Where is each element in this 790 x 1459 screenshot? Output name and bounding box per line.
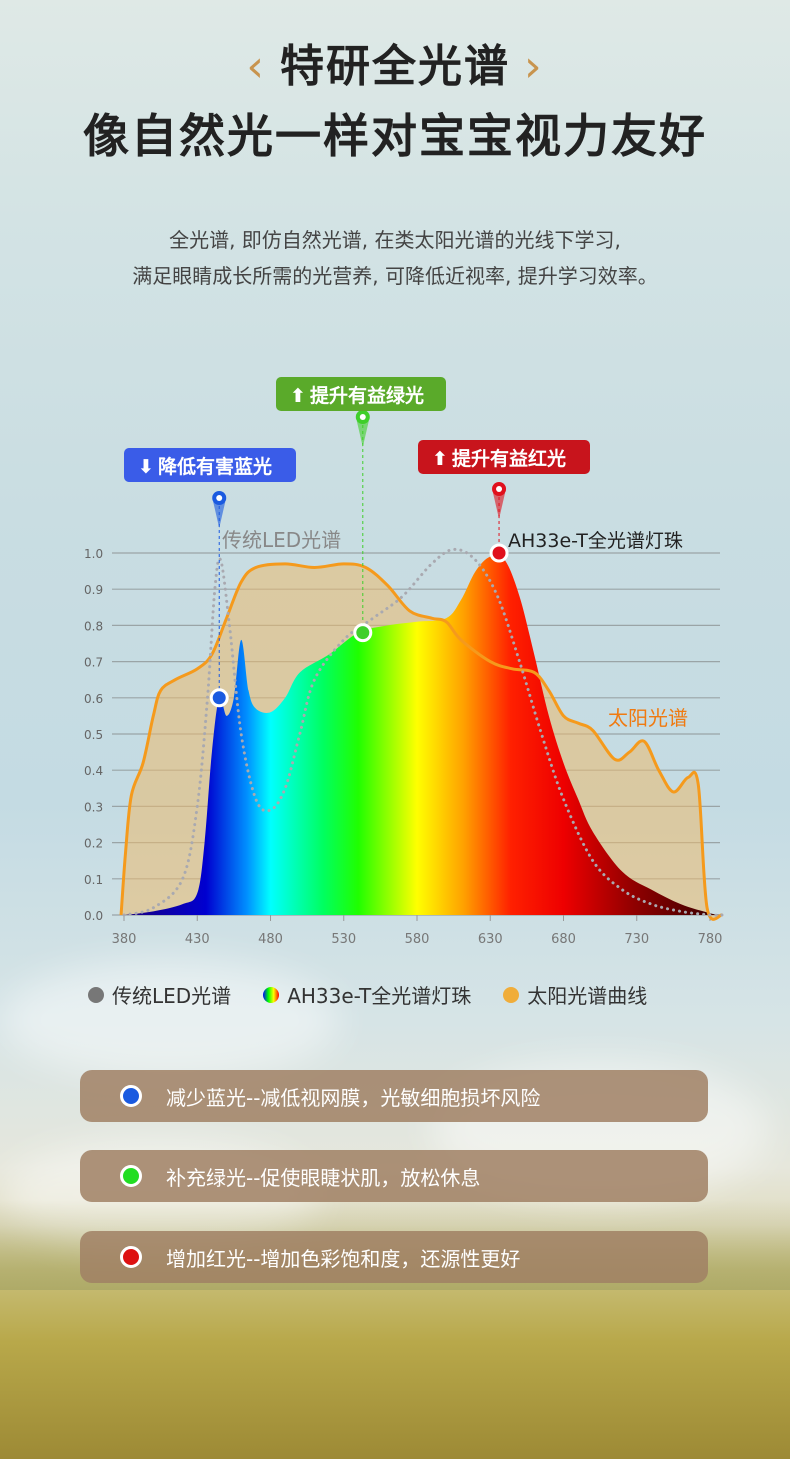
description-line: 满足眼睛成长所需的光营养, 可降低近视率, 提升学习效率。 [132, 264, 658, 288]
cloud [0, 960, 340, 1080]
y-tick-label: 0.4 [84, 764, 103, 778]
red-dot-icon [120, 1246, 142, 1268]
y-tick-label: 0.0 [84, 909, 103, 923]
callout-badge [418, 440, 590, 474]
map-pin-icon [496, 486, 503, 492]
arrow-up-icon: ⬆ [432, 448, 448, 470]
benefit-red: 增加红光--增加色彩饱和度，还源性更好 [80, 1231, 708, 1283]
page-subtitle: 像自然光一样对宝宝视力友好 [83, 109, 707, 163]
legend: 传统LED光谱 AH33e-T全光谱灯珠 太阳光谱曲线 [88, 980, 647, 1009]
sun-series-label: 太阳光谱 [608, 706, 688, 730]
title-text: 特研全光谱 [280, 41, 510, 92]
page-title: ‹ 特研全光谱 › [0, 30, 790, 94]
x-tick-label: 580 [405, 932, 430, 947]
spectrum-chart: 0.0 0.1 0.2 0.3 0.4 0.5 0.6 0.7 0.8 0.9 1.0 380 430 4… [84, 377, 724, 947]
legend-item-fullspectrum: AH33e-T全光谱灯珠 [263, 980, 471, 1009]
benefit-green: 补充绿光--促使眼睫状肌，放松休息 [80, 1150, 708, 1202]
data-point-marker [353, 623, 373, 643]
y-tick-label: 0.6 [84, 692, 103, 706]
y-tick-label: 0.2 [84, 837, 103, 851]
led-series-label: 传统LED光谱 [222, 528, 341, 552]
y-tick-label: 0.8 [84, 619, 103, 633]
chevron-right-icon: › [524, 41, 544, 92]
callout-label: 降低有害蓝光 [158, 455, 272, 478]
led-spectrum-line [122, 547, 724, 917]
x-tick-label: 480 [258, 932, 283, 947]
pin-tail-icon [356, 421, 369, 447]
x-tick-label: 430 [185, 932, 210, 947]
green-dot-icon [120, 1165, 142, 1187]
arrow-up-icon: ⬆ [290, 385, 306, 407]
data-point-marker [209, 688, 229, 708]
legend-dot-icon [263, 986, 280, 1003]
x-tick-label: 630 [478, 932, 503, 947]
y-tick-label: 0.5 [84, 728, 103, 742]
pin-tail-icon [213, 502, 226, 528]
legend-label: AH33e-T全光谱灯珠 [287, 984, 472, 1008]
fullspectrum-area [124, 555, 722, 915]
benefit-text: 减少蓝光--减低视网膜，光敏细胞损坏风险 [166, 1085, 541, 1110]
x-tick-label: 730 [624, 932, 649, 947]
benefit-blue: 减少蓝光--减低视网膜，光敏细胞损坏风险 [80, 1070, 708, 1122]
legend-item-sun: 太阳光谱曲线 [503, 980, 647, 1009]
map-pin-icon [359, 414, 366, 420]
x-tick-label: 680 [551, 932, 576, 947]
fullspectrum-series-label: AH33e-T全光谱灯珠 [508, 530, 683, 552]
data-point-marker [489, 543, 509, 563]
legend-dot-icon [88, 986, 104, 1003]
x-tick-label: 530 [331, 932, 356, 947]
benefit-text: 补充绿光--促使眼睫状肌，放松休息 [166, 1165, 481, 1190]
chevron-left-icon: ‹ [246, 41, 266, 92]
y-tick-label: 1.0 [84, 547, 103, 561]
description-line: 全光谱, 即仿自然光谱, 在类太阳光谱的光线下学习, [169, 228, 621, 252]
y-tick-label: 0.1 [84, 873, 103, 887]
description: 全光谱, 即仿自然光谱, 在类太阳光谱的光线下学习, 满足眼睛成长所需的光营养,… [0, 222, 790, 294]
x-tick-label: 380 [112, 932, 137, 947]
legend-label: 传统LED光谱 [112, 984, 232, 1008]
benefit-text: 增加红光--增加色彩饱和度，还源性更好 [166, 1246, 521, 1271]
y-tick-label: 0.7 [84, 656, 103, 670]
arrow-down-icon: ⬇ [138, 456, 154, 478]
map-pin-icon [216, 495, 223, 501]
blue-dot-icon [120, 1085, 142, 1107]
legend-dot-icon [503, 986, 520, 1003]
callout-label: 提升有益红光 [452, 447, 566, 470]
sun-spectrum-line [119, 562, 723, 921]
pin-tail-icon [493, 493, 506, 519]
legend-label: 太阳光谱曲线 [527, 984, 648, 1008]
callout-label: 提升有益绿光 [310, 384, 424, 407]
y-tick-label: 0.3 [84, 800, 103, 814]
y-tick-label: 0.9 [84, 583, 103, 597]
legend-item-led: 传统LED光谱 [88, 980, 231, 1009]
callout-badge [276, 377, 446, 411]
x-tick-label: 780 [698, 932, 723, 947]
callout-badge [124, 448, 296, 482]
